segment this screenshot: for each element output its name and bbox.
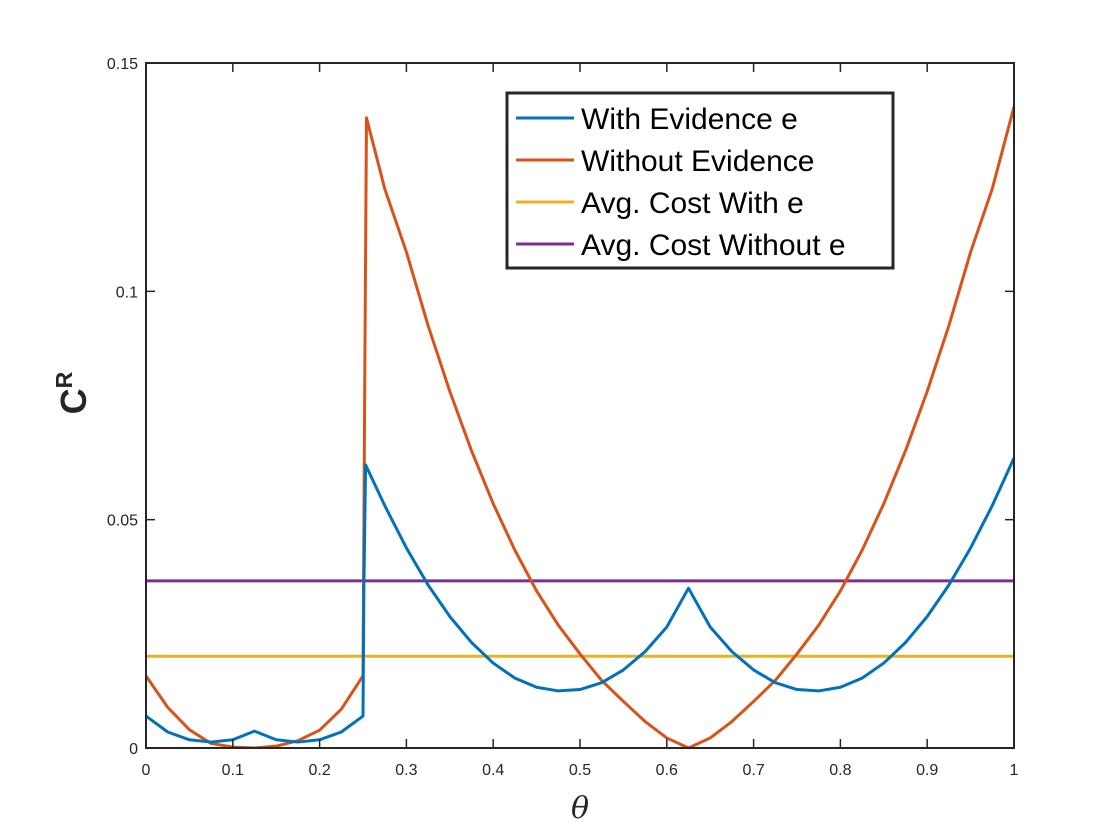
y-axis-label-group: CR [51, 371, 94, 414]
series-layer [146, 106, 1014, 748]
y-axis-label-superscript: R [51, 371, 77, 388]
x-tick-label: 0.3 [395, 762, 417, 779]
legend: With Evidence e Without Evidence Avg. Cost… [505, 91, 895, 270]
svg-text:CR: CR [51, 371, 94, 414]
x-tick-label: 0.7 [742, 762, 764, 779]
legend-label-without-evidence: Without Evidence [581, 145, 814, 178]
y-axis-label: C [53, 388, 94, 414]
legend-label-avg-cost-with-e: Avg. Cost With e [581, 187, 804, 220]
series-line-with-evidence-e [146, 457, 1014, 744]
legend-label-avg-cost-without-e: Avg. Cost Without e [581, 229, 846, 262]
legend-box [505, 91, 895, 270]
x-tick-label: 0.2 [308, 762, 330, 779]
x-tick-label: 0.4 [482, 762, 504, 779]
axes-layer: 0 0.1 0.2 0.3 0.4 0.5 0.6 0.7 0.8 0.9 1 0 0.05 0.1 0.1… [107, 56, 1019, 779]
y-tick-label: 0.05 [107, 513, 138, 530]
y-tick-label: 0.1 [116, 284, 138, 301]
x-tick-label: 0.8 [829, 762, 851, 779]
x-tick-label: 0.9 [916, 762, 938, 779]
x-tick-label: 0 [142, 762, 151, 779]
y-tick-label: 0 [129, 741, 138, 758]
x-axis-label: θ [571, 791, 589, 826]
x-tick-label: 1 [1010, 762, 1019, 779]
legend-label-with-evidence-e: With Evidence e [581, 103, 798, 136]
x-tick-label: 0.5 [569, 762, 591, 779]
x-tick-label: 0.1 [222, 762, 244, 779]
x-tick-label: 0.6 [656, 762, 678, 779]
y-tick-label: 0.15 [107, 56, 138, 73]
